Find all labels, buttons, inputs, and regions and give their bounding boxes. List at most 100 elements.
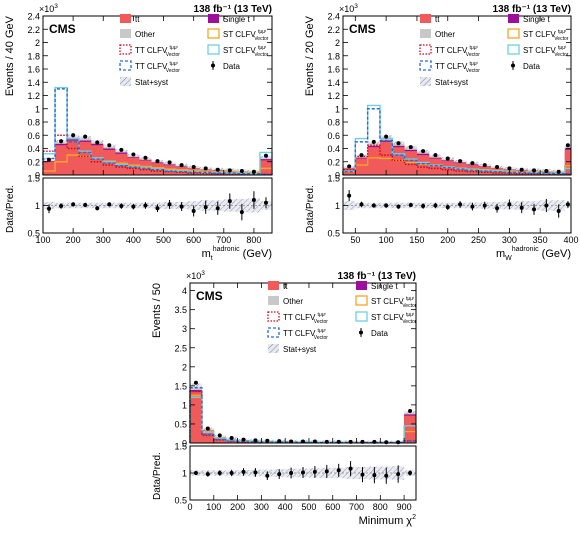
y-tick-label: 0.8 xyxy=(27,118,40,128)
legend-label: ST CLFV tμμᵗ Vector xyxy=(371,312,417,325)
data-point xyxy=(396,440,401,445)
y-tick-label: 0.2 xyxy=(327,157,340,167)
ratio-point xyxy=(131,204,136,209)
legend-coupling-sub: Vector xyxy=(254,36,269,42)
x-axis-title-sub: t xyxy=(211,255,213,262)
ratio-point xyxy=(324,469,329,474)
ratio-y-axis-title: Data/Pred. xyxy=(305,185,316,233)
legend-coupling-sup: tμμᵗ xyxy=(406,312,414,318)
ratio-point xyxy=(445,205,450,210)
data-point xyxy=(193,380,198,385)
x-tick-label: 600 xyxy=(325,502,340,512)
cms-label: CMS xyxy=(349,22,376,36)
y-tick-label: 1.2 xyxy=(327,91,340,101)
y-tick-label: 1.5 xyxy=(174,381,187,391)
y-tick-label: 2.2 xyxy=(327,25,340,35)
x-axis-title-sup: hadronic xyxy=(512,246,539,253)
y-tick-label: 1 xyxy=(335,104,340,114)
legend-coupling-sub: Vector xyxy=(314,319,329,325)
ratio-point xyxy=(241,469,246,474)
ratio-y-tick-label: 1.5 xyxy=(174,442,187,452)
data-point xyxy=(227,168,232,173)
legend-swatch-line xyxy=(119,60,132,71)
data-point xyxy=(107,143,112,148)
legend-swatch-line xyxy=(267,311,280,322)
x-axis-title-unit: (GeV) xyxy=(539,248,571,260)
ratio-y-tick-label: 1 xyxy=(182,469,187,479)
main-axes-frame xyxy=(189,282,417,444)
legend-coupling-sub: Vector xyxy=(466,68,481,74)
legend-label: Stat+syst xyxy=(435,78,469,87)
ratio-point xyxy=(59,204,64,209)
x-tick-label: 600 xyxy=(186,235,201,245)
legend-coupling-sup: tμμᵗ xyxy=(170,61,178,67)
legend-label: Stat+syst xyxy=(283,345,317,354)
legend-label: Single t xyxy=(523,15,550,24)
legend-swatch-line xyxy=(119,44,132,55)
ratio-point xyxy=(193,471,198,475)
ratio-y-tick-label: 1.5 xyxy=(27,174,40,184)
ratio-point xyxy=(47,206,52,211)
legend-coupling-sub: Vector xyxy=(554,52,569,58)
ratio-point xyxy=(205,472,210,477)
data-point xyxy=(191,165,196,170)
stat-syst-band xyxy=(190,383,202,388)
ratio-point xyxy=(239,210,244,215)
y-tick-label: 2.4 xyxy=(327,12,340,22)
legend-swatch xyxy=(120,14,131,23)
x-tick-label: 100 xyxy=(379,235,394,245)
y-tick-label: 1.4 xyxy=(327,78,340,88)
y-tick-label: 2 xyxy=(35,38,40,48)
y-tick-label: 1.4 xyxy=(27,78,40,88)
legend-coupling-sup: tμμᵗ xyxy=(406,296,414,302)
legend-label: Other xyxy=(283,297,303,306)
y-tick-label: 1.2 xyxy=(27,91,40,101)
legend-swatch-band xyxy=(420,77,431,86)
legend-swatch xyxy=(420,14,431,23)
y-tick-label: 1.6 xyxy=(27,65,40,75)
y-axis-title: Events / 50 xyxy=(151,283,163,338)
ratio-point xyxy=(253,470,258,475)
y-tick-label: 1 xyxy=(182,400,187,410)
ratio-point xyxy=(251,198,256,202)
ratio-y-axis-title: Data/Pred. xyxy=(5,185,16,233)
data-point xyxy=(239,169,244,174)
legend-label: TT CLFV tμμᵗ Vector xyxy=(135,45,180,58)
ratio-point xyxy=(179,204,184,209)
y-tick-label: 0.4 xyxy=(327,144,340,154)
ratio-y-tick-label: 1.5 xyxy=(327,174,340,184)
data-point xyxy=(83,134,88,139)
ratio-point xyxy=(470,204,475,209)
legend-swatch-line xyxy=(507,28,520,39)
data-point xyxy=(167,160,172,165)
data-point xyxy=(482,163,487,168)
ratio-point xyxy=(263,200,268,205)
stack-other xyxy=(190,385,416,443)
legend-label: Single t xyxy=(223,15,250,24)
ratio-y-tick-label: 0.5 xyxy=(27,229,40,239)
y-tick-label: 3 xyxy=(182,324,187,334)
ratio-point xyxy=(217,471,222,475)
ratio-point xyxy=(507,202,512,207)
legend-swatch-line xyxy=(355,311,368,322)
legend-label: TT CLFV tμμᵗ Vector xyxy=(435,61,480,74)
legend-label: t̅t xyxy=(133,15,140,24)
legend-label: Data xyxy=(523,62,540,71)
legend-label: Other xyxy=(435,30,455,39)
legend-coupling-sub: Vector xyxy=(466,52,481,58)
data-point xyxy=(544,169,549,174)
x-tick-label: 200 xyxy=(66,235,81,245)
legend-coupling-sub: Vector xyxy=(254,52,269,58)
ratio-point xyxy=(433,203,438,208)
data-point xyxy=(205,426,210,431)
legend-coupling-sup: tμμᵗ xyxy=(558,29,566,35)
ratio-point xyxy=(359,202,364,207)
y-exponent-label: ×103 xyxy=(339,3,358,14)
y-tick-label: 2.2 xyxy=(27,25,40,35)
data-point xyxy=(131,152,136,157)
ratio-point xyxy=(71,202,76,207)
legend-swatch-band xyxy=(268,344,279,353)
legend-swatch-line xyxy=(207,44,220,55)
data-point xyxy=(371,139,376,144)
x-axis-title: mthadronic (GeV) xyxy=(202,246,272,262)
